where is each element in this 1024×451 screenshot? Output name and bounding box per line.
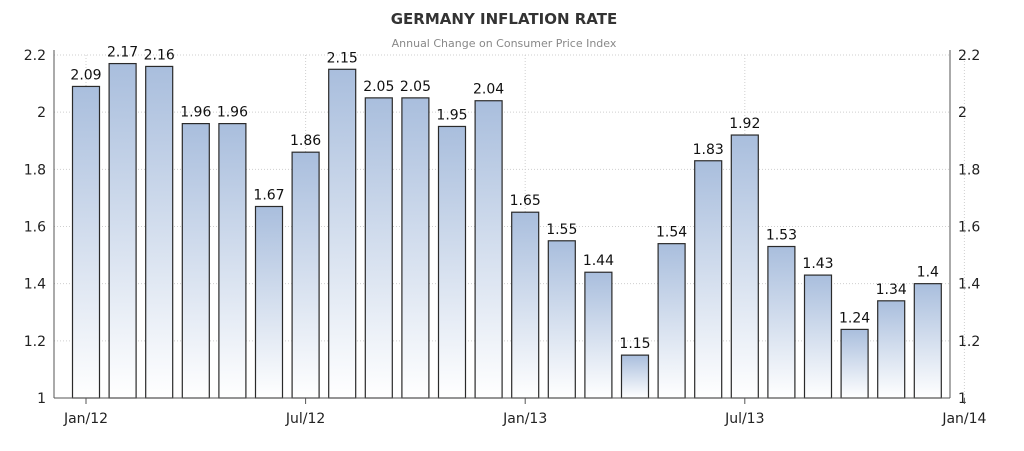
- data-label: 2.09: [70, 67, 101, 83]
- bar-jul-12: [291, 151, 320, 399]
- data-label: 1.83: [693, 142, 724, 158]
- data-label: 1.24: [839, 310, 870, 326]
- y-tick-label-right: 1: [958, 391, 967, 407]
- bar-oct-13: [840, 328, 869, 399]
- y-tick-label-left: 1.8: [24, 162, 46, 178]
- y-tick-label-right: 2: [958, 105, 967, 121]
- x-tick-label: Jan/14: [941, 411, 986, 427]
- bars: [71, 62, 942, 399]
- bar-feb-12: [108, 62, 137, 399]
- bar-apr-12: [181, 122, 210, 399]
- y-tick-label-left: 1.4: [24, 277, 46, 293]
- data-label: 1.44: [583, 253, 614, 269]
- data-label: 2.05: [400, 79, 431, 95]
- data-label: 2.16: [144, 47, 175, 63]
- data-label: 2.04: [473, 82, 504, 98]
- bar-jul-13: [730, 134, 759, 399]
- x-tick-label: Jan/13: [502, 411, 547, 427]
- chart-title: GERMANY INFLATION RATE: [391, 10, 617, 28]
- data-label: 1.4: [917, 265, 939, 281]
- data-label: 1.34: [876, 282, 907, 298]
- data-label: 1.43: [802, 256, 833, 272]
- bar-sep-13: [803, 274, 833, 399]
- data-label: 1.65: [510, 193, 541, 209]
- data-label: 2.17: [107, 45, 138, 61]
- bar-nov-12: [437, 125, 467, 399]
- bar-may-12: [218, 122, 247, 399]
- bar-aug-12: [328, 68, 357, 399]
- bar-dec-12: [474, 100, 503, 399]
- bar-oct-12: [401, 97, 430, 399]
- bar-nov-13: [877, 300, 906, 399]
- axes: 1 1 1.2 1.2 1.4 1.4 1.6 1.6 1.8 1.8 2 2 2.2 2.2 Jan/12…: [24, 48, 987, 427]
- y-tick-label-right: 1.8: [958, 162, 980, 178]
- bar-mar-12: [145, 65, 174, 399]
- y-tick-label-right: 1.2: [958, 334, 980, 350]
- data-label: 1.55: [546, 222, 577, 238]
- bar-may-13: [657, 243, 686, 399]
- y-tick-label-left: 2: [37, 105, 46, 121]
- bar-jan-12: [71, 85, 101, 399]
- bar-jun-12: [254, 205, 284, 399]
- bar-dec-13: [913, 283, 942, 399]
- y-tick-label-left: 2.2: [24, 48, 46, 64]
- x-tick-label: Jan/12: [63, 411, 108, 427]
- data-label: 1.53: [766, 228, 797, 244]
- data-label: 1.67: [253, 187, 284, 203]
- data-label: 1.86: [290, 133, 321, 149]
- bar-jun-13: [694, 160, 723, 399]
- y-tick-label-right: 1.4: [958, 277, 980, 293]
- data-label: 1.15: [619, 336, 650, 352]
- x-tick-label: Jul/13: [724, 411, 764, 427]
- bar-aug-13: [767, 245, 796, 399]
- data-label: 1.95: [436, 107, 467, 123]
- y-tick-label-right: 2.2: [958, 48, 980, 64]
- x-tick-label: Jul/12: [285, 411, 325, 427]
- bar-sep-12: [364, 97, 393, 399]
- bar-mar-13: [584, 271, 613, 399]
- y-tick-label-left: 1.2: [24, 334, 46, 350]
- data-labels: 2.09 2.17 2.16 1.96 1.96 1.67 1.86 2.15 2.05 2.05…: [70, 45, 939, 353]
- data-label: 2.05: [363, 79, 394, 95]
- y-tick-label-left: 1: [37, 391, 46, 407]
- data-label: 1.96: [217, 105, 248, 121]
- bar-feb-13: [547, 240, 576, 399]
- bar-jan-13: [511, 211, 540, 399]
- data-label: 1.96: [180, 105, 211, 121]
- y-tick-label-left: 1.6: [24, 220, 46, 236]
- data-label: 1.54: [656, 225, 687, 241]
- chart-subtitle: Annual Change on Consumer Price Index: [392, 37, 617, 50]
- y-tick-label-right: 1.6: [958, 220, 980, 236]
- data-label: 1.92: [729, 116, 760, 132]
- data-label: 2.15: [327, 50, 358, 66]
- bar-apr-13: [620, 354, 650, 399]
